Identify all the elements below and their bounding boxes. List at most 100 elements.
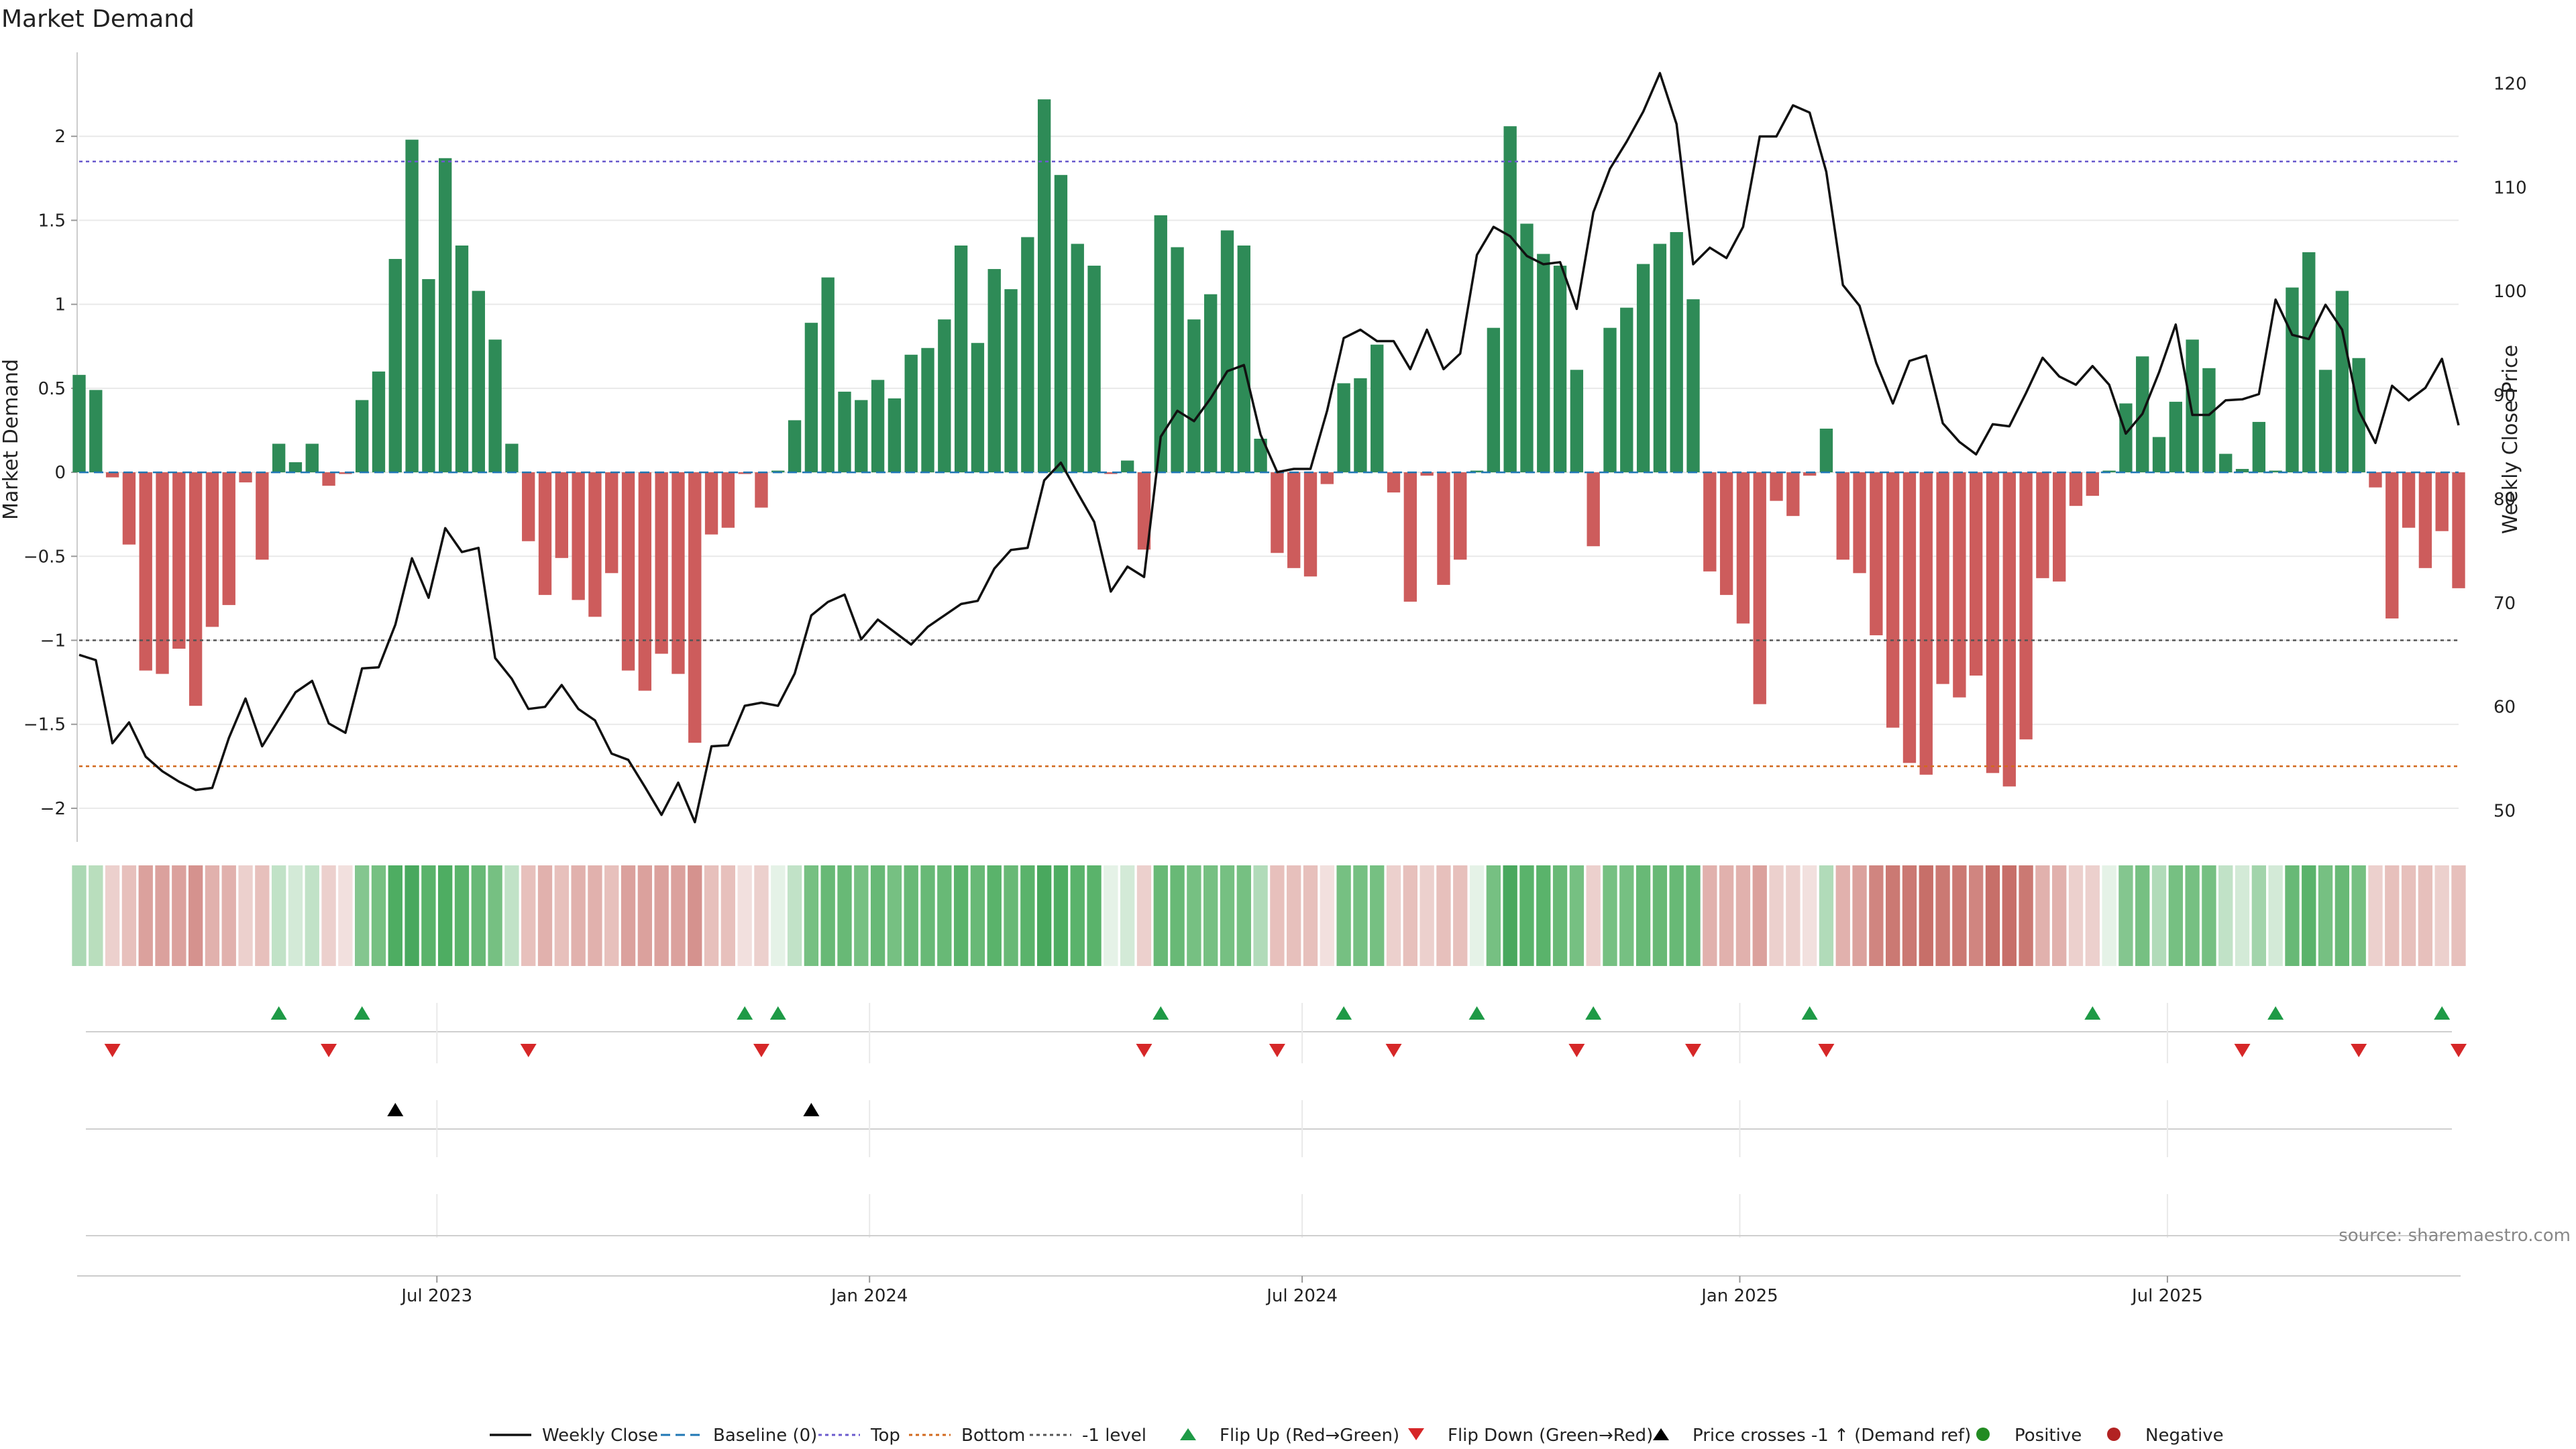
demand-strip-cell (2351, 865, 2366, 966)
demand-bar-positive (2302, 252, 2316, 473)
demand-strip-cell (1503, 865, 1517, 966)
demand-bar-positive (1021, 237, 1034, 473)
demand-bar-positive (488, 339, 502, 473)
demand-bar-positive (472, 290, 485, 473)
demand-bar-positive (2152, 437, 2166, 473)
demand-strip-cell (1336, 865, 1351, 966)
demand-strip-cell (2002, 865, 2017, 966)
y-tick-label-right: 90 (2493, 386, 2516, 406)
demand-strip-cell (2102, 865, 2116, 966)
flip-down-marker (753, 1044, 769, 1057)
demand-bar-positive (871, 380, 885, 473)
demand-strip-cell (1187, 865, 1201, 966)
flip-up-marker (1801, 1006, 1818, 1020)
flip-down-marker (2451, 1044, 2467, 1057)
demand-bar-positive (1470, 470, 1484, 473)
legend-swatch-flip-up (1180, 1428, 1196, 1440)
demand-bar-positive (2318, 370, 2332, 473)
legend-swatch-cross (1653, 1428, 1669, 1440)
demand-strip-cell (2251, 865, 2267, 966)
demand-bar-positive (2202, 368, 2216, 473)
demand-strip-cell (2019, 865, 2033, 966)
y-tick-label-right: 110 (2493, 178, 2527, 198)
demand-strip-cell (172, 865, 186, 966)
demand-strip-cell (438, 865, 453, 966)
demand-strip-cell (1419, 865, 1434, 966)
demand-bar-negative (1753, 472, 1766, 704)
demand-strip-cell (321, 865, 336, 966)
demand-strip-cell (1902, 865, 1917, 966)
demand-bar-positive (372, 371, 386, 473)
demand-bar-negative (1786, 472, 1800, 517)
demand-strip-cell (1236, 865, 1251, 966)
demand-strip-cell (704, 865, 719, 966)
demand-strip-cell (671, 865, 686, 966)
demand-strip-cell (1686, 865, 1701, 966)
demand-strip-cell (588, 865, 602, 966)
demand-bar-negative (721, 472, 735, 528)
legend-item-flip_down: Flip Down (Green→Red) (1408, 1426, 1653, 1446)
demand-strip-cell (837, 865, 852, 966)
demand-strip-cell (72, 865, 87, 966)
legend-item-bottom: Bottom (909, 1426, 1025, 1446)
demand-bar-positive (2252, 421, 2266, 473)
demand-strip-cell (2451, 865, 2466, 966)
demand-strip-cell (1552, 865, 1568, 966)
demand-bar-positive (1054, 174, 1068, 473)
demand-bar-positive (2286, 287, 2299, 473)
demand-bar-negative (1719, 472, 1733, 595)
demand-strip-cell (1203, 865, 1218, 966)
y-tick-label-right: 70 (2493, 594, 2516, 614)
x-tick-label: Jul 2023 (400, 1286, 472, 1306)
demand-bar-positive (888, 398, 902, 473)
demand-bar-negative (1420, 472, 1434, 476)
demand-bar-positive (771, 470, 785, 473)
source-note: source: sharemaestro.com (2339, 1226, 2571, 1246)
y-tick-label-left: 0.5 (38, 379, 66, 399)
demand-bar-positive (1570, 370, 1584, 473)
demand-bar-negative (1437, 472, 1450, 585)
demand-bar-positive (921, 347, 934, 473)
demand-strip-cell (688, 865, 702, 966)
demand-strip-cell (89, 865, 103, 966)
demand-strip-cell (238, 865, 253, 966)
demand-strip-cell (1969, 865, 1984, 966)
demand-strip-cell (720, 865, 736, 966)
demand-bar-positive (422, 279, 435, 473)
demand-strip-cell (1519, 865, 1534, 966)
y-tick-label-left: 1 (54, 295, 66, 315)
demand-bar-negative (1303, 472, 1318, 577)
demand-bar-negative (1853, 472, 1866, 574)
demand-strip-cell (1104, 865, 1118, 966)
demand-strip-cell (1935, 865, 1950, 966)
demand-bar-positive (1620, 307, 1633, 473)
flip-down-marker (321, 1044, 337, 1057)
y-tick-label-left: −1 (40, 631, 66, 651)
demand-bar-positive (1520, 223, 1534, 473)
x-tick-label: Jan 2025 (1700, 1286, 1778, 1306)
demand-strip-cell (1802, 865, 1817, 966)
demand-bar-negative (1137, 472, 1151, 550)
demand-strip-cell (2285, 865, 2300, 966)
demand-strip-cell (105, 865, 120, 966)
demand-strip-cell (2235, 865, 2250, 966)
demand-strip-cell (854, 865, 869, 966)
demand-strip-cell (188, 865, 203, 966)
demand-bar-negative (572, 472, 585, 600)
demand-bar-negative (1836, 472, 1849, 560)
demand-strip-cell (2318, 865, 2333, 966)
demand-strip-cell (504, 865, 519, 966)
demand-bar-positive (1603, 327, 1617, 473)
demand-bar-negative (655, 472, 668, 654)
demand-strip-cell (1669, 865, 1684, 966)
legend-label: Weekly Close (542, 1426, 658, 1446)
demand-strip-cell (1170, 865, 1185, 966)
flip-down-marker (1568, 1044, 1585, 1057)
demand-bar-positive (1171, 247, 1184, 473)
demand-strip-cell (1136, 865, 1152, 966)
demand-bar-negative (638, 472, 652, 691)
demand-bar-positive (72, 374, 86, 473)
flip-up-marker (1585, 1006, 1602, 1020)
demand-strip-cell (355, 865, 370, 966)
demand-bar-positive (272, 443, 286, 473)
